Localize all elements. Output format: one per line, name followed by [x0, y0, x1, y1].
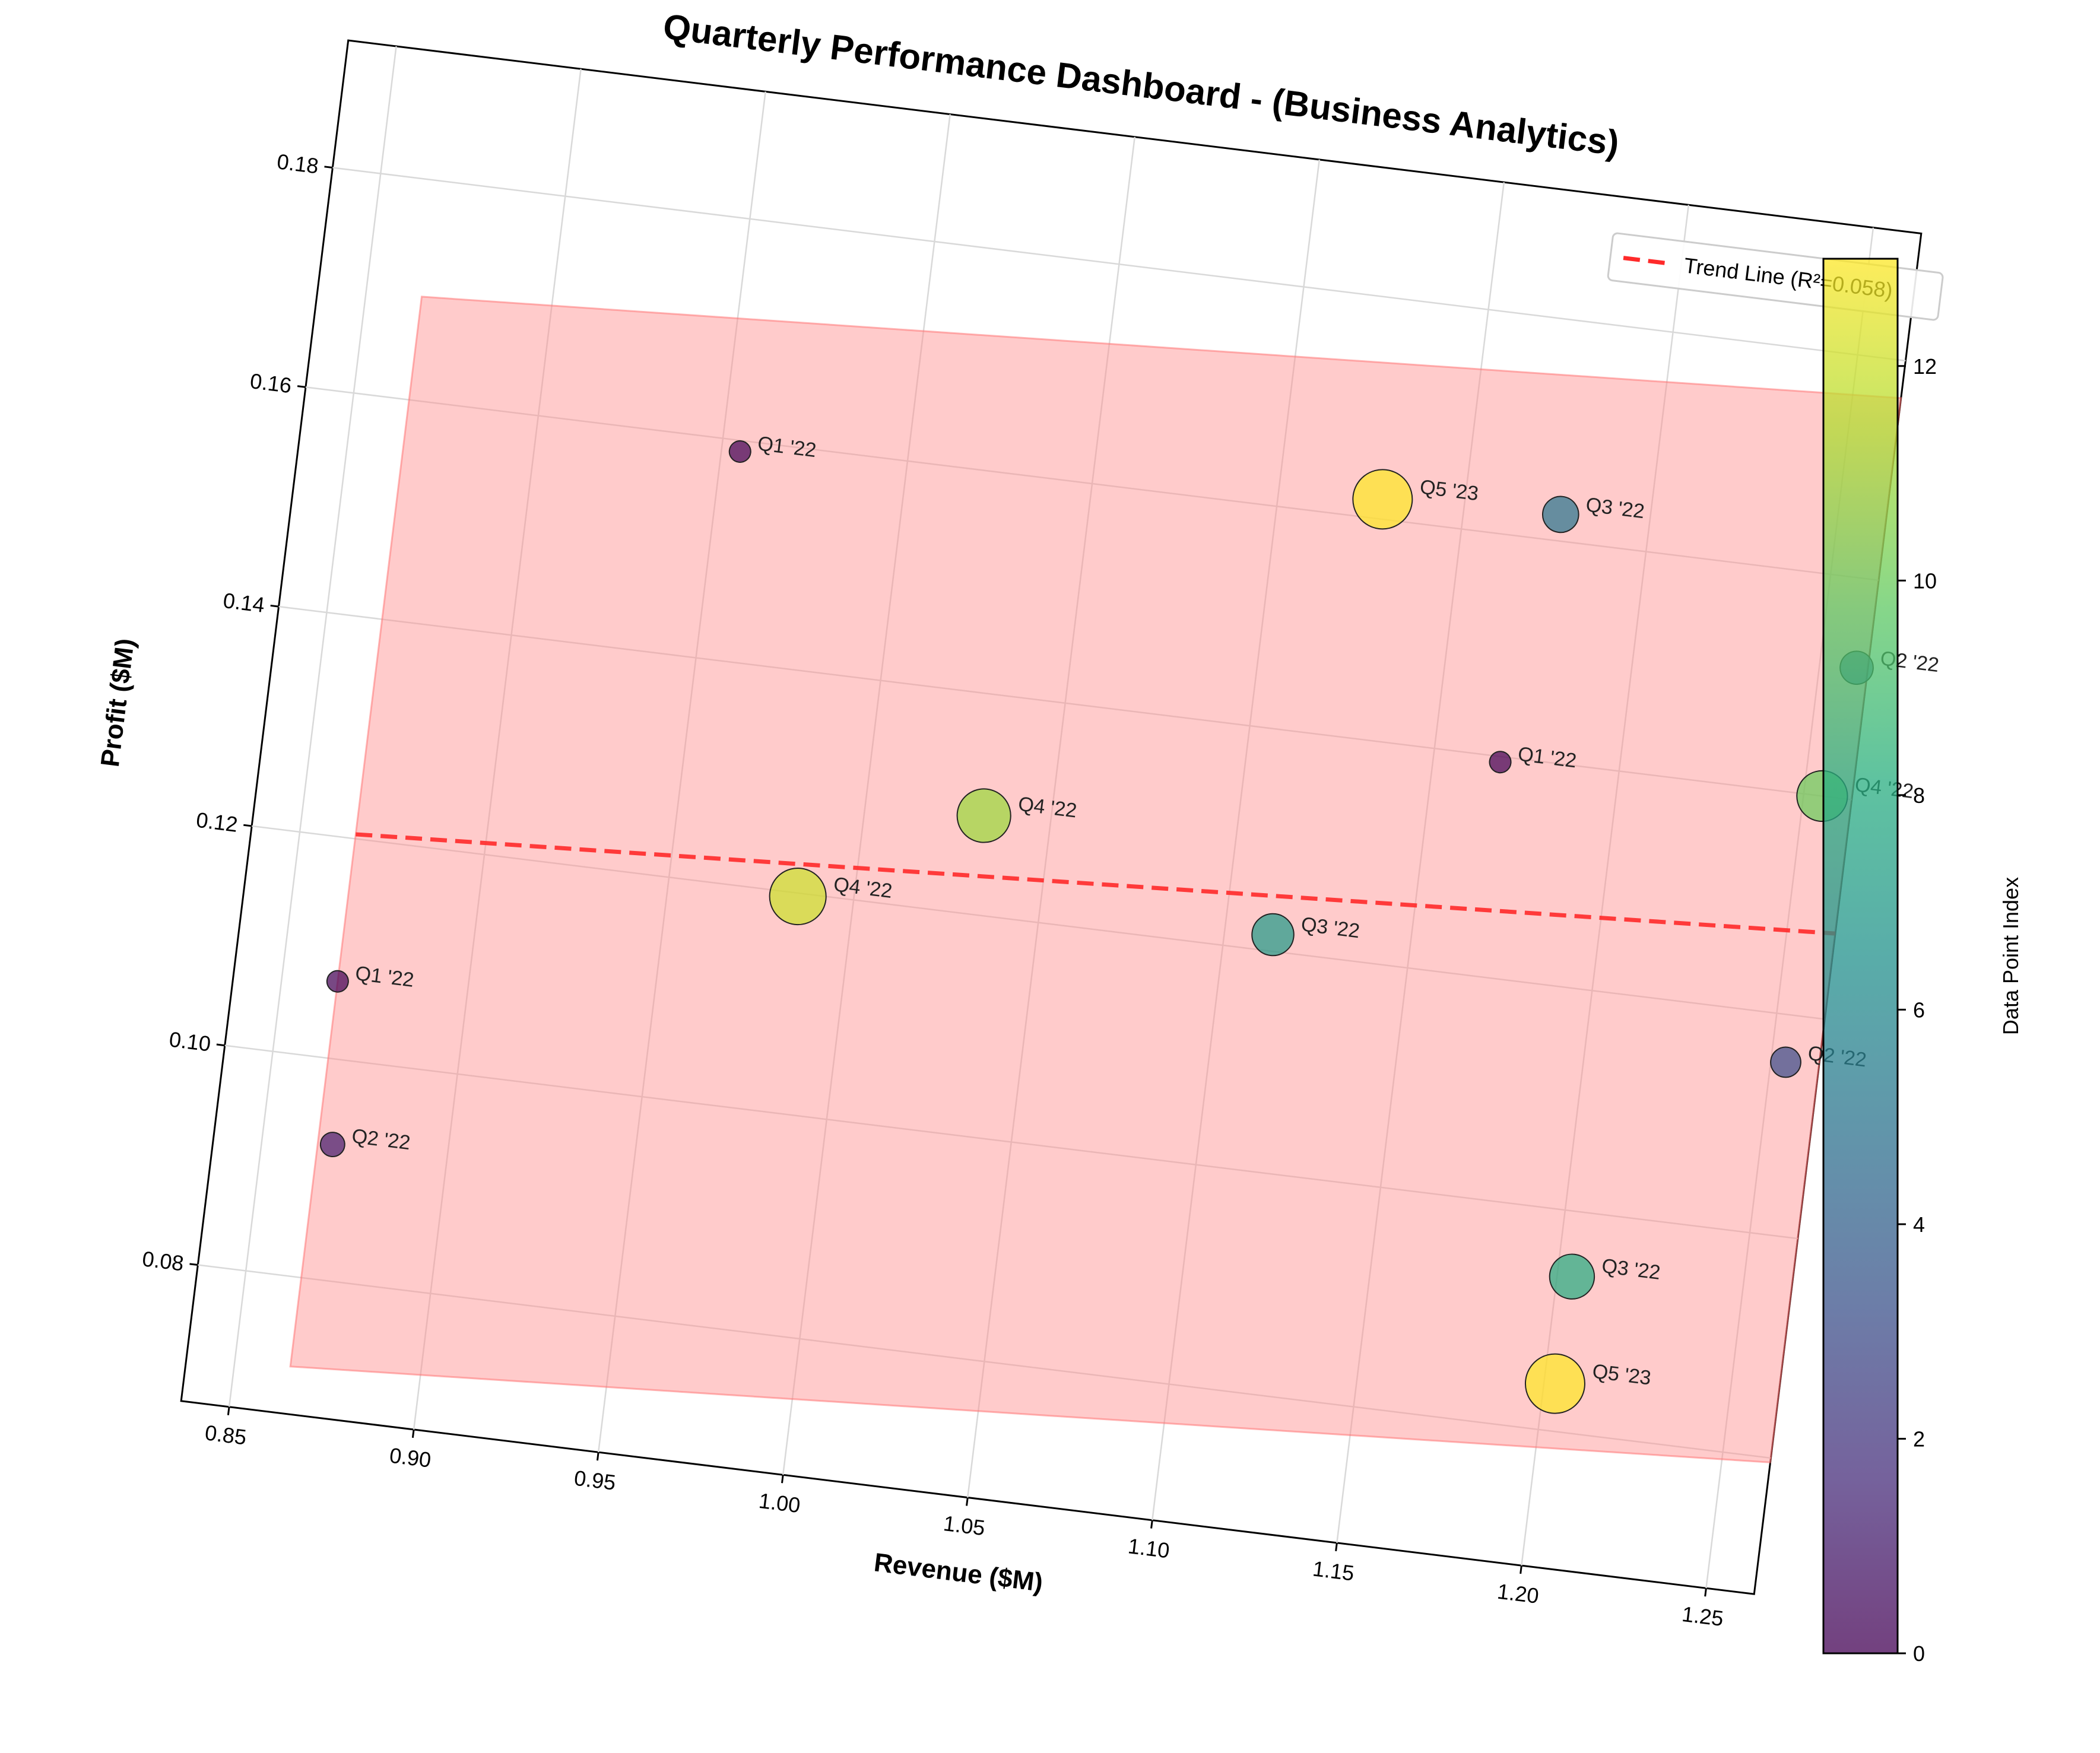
data-points	[319, 440, 1874, 1414]
data-point	[319, 1132, 345, 1158]
colorbar-tick-label: 0	[1913, 1641, 1925, 1666]
x-tick-mark	[966, 1497, 969, 1506]
x-axis-label: Revenue ($M)	[873, 1548, 1045, 1597]
colorbar: 0 2 4 6 8 10 12 Data Point Index	[1822, 258, 2023, 1666]
colorbar-tick-label: 12	[1913, 354, 1937, 379]
y-tick-label: 0.18	[275, 149, 320, 178]
grid-line-y	[278, 605, 1852, 801]
data-point	[956, 788, 1011, 843]
x-tick-mark	[227, 1406, 230, 1415]
colorbar-label: Data Point Index	[1999, 877, 2023, 1035]
y-tick-mark	[270, 604, 279, 608]
y-tick-label: 0.08	[141, 1246, 185, 1275]
x-tick-label: 0.85	[204, 1420, 248, 1449]
data-point	[728, 440, 751, 463]
colorbar-tick-label: 6	[1913, 998, 1925, 1022]
x-tick-mark	[1335, 1542, 1338, 1551]
y-tick-mark	[297, 385, 306, 388]
y-tick-mark	[324, 166, 333, 169]
data-point	[769, 867, 827, 926]
grid-line-x	[228, 46, 397, 1407]
grid-line-x	[1336, 182, 1505, 1544]
x-tick-label: 1.15	[1311, 1556, 1356, 1585]
confidence-band	[289, 296, 1902, 1463]
grid-line-y	[224, 1044, 1798, 1240]
x-tick-label: 0.95	[573, 1466, 617, 1495]
x-tick-mark	[1520, 1565, 1522, 1574]
data-point	[1770, 1046, 1801, 1078]
y-tick-mark	[189, 1263, 198, 1266]
colorbar-tick-label: 4	[1913, 1212, 1925, 1237]
grid-line-x	[1521, 205, 1690, 1566]
x-tick-mark	[411, 1429, 415, 1438]
data-point	[326, 970, 349, 993]
grid-line-y	[332, 167, 1906, 362]
x-tick-mark	[596, 1452, 599, 1461]
grid-line-y	[305, 386, 1879, 581]
grid-line-x	[1151, 159, 1321, 1520]
data-point	[1489, 751, 1512, 774]
x-tick-label: 1.20	[1496, 1579, 1540, 1608]
data-point	[1549, 1253, 1595, 1300]
y-tick-label: 0.10	[168, 1027, 212, 1056]
x-tick-label: 1.05	[942, 1511, 986, 1540]
data-point	[1251, 913, 1295, 957]
x-tick-label: 1.10	[1127, 1533, 1171, 1563]
grid-line-x	[782, 114, 951, 1475]
trend-line	[356, 832, 1836, 936]
y-tick-mark	[243, 824, 252, 827]
x-tick-mark	[781, 1475, 784, 1484]
y-axis-label: Profit ($M)	[96, 637, 140, 768]
y-tick-label: 0.16	[249, 369, 293, 398]
x-tick-mark	[1704, 1588, 1707, 1597]
data-point	[1541, 496, 1579, 533]
colorbar-gradient	[1822, 258, 1899, 1654]
x-tick-mark	[1150, 1520, 1153, 1529]
legend-trend-swatch	[1623, 256, 1671, 266]
colorbar-ticks: 0 2 4 6 8 10 12	[1898, 354, 1937, 1666]
y-tick-mark	[216, 1043, 225, 1047]
data-point	[1524, 1353, 1585, 1414]
x-tick-label: 0.90	[388, 1443, 433, 1472]
axis-ticks: 0.85 0.90 0.95 1.00 1.05 1.10 1.15 1.20 1.25 0.08…	[141, 149, 1725, 1631]
x-tick-label: 1.00	[757, 1488, 802, 1517]
grid-line-y	[252, 825, 1825, 1020]
y-tick-label: 0.14	[222, 588, 267, 617]
y-tick-label: 0.12	[195, 808, 239, 837]
x-tick-label: 1.25	[1680, 1602, 1725, 1631]
colorbar-tick-label: 10	[1913, 569, 1937, 593]
grid-line-y	[198, 1264, 1771, 1459]
colorbar-tick-label: 2	[1913, 1427, 1925, 1451]
grid-line-x	[413, 69, 582, 1430]
colorbar-tick-label: 8	[1913, 783, 1925, 808]
grid-line-x	[967, 136, 1136, 1498]
data-point	[1352, 469, 1413, 530]
